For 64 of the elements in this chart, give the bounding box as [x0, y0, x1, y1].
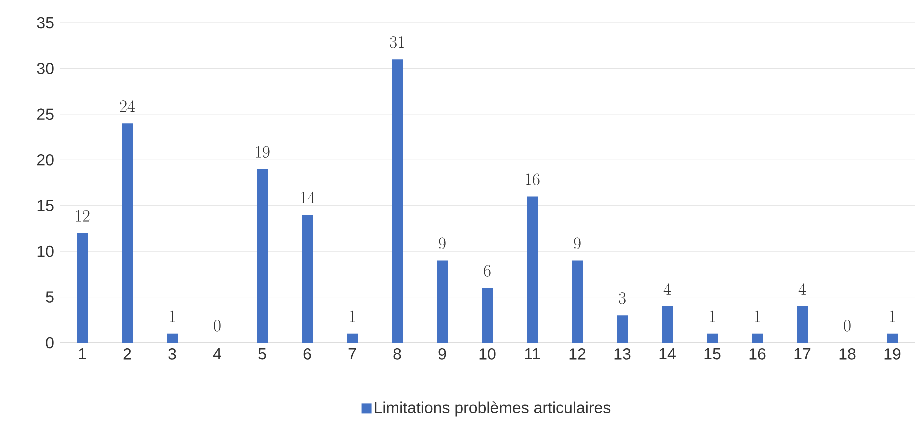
x-tick-label: 19	[884, 348, 901, 360]
data-label: 6	[484, 265, 491, 277]
y-tick-label: 20	[37, 154, 54, 166]
x-tick-label: 9	[438, 348, 446, 360]
bar	[797, 306, 808, 343]
y-tick-label: 15	[38, 200, 54, 212]
data-label: 14	[301, 192, 316, 204]
y-tick-label: 0	[46, 337, 54, 349]
bar	[257, 169, 268, 343]
data-label: 4	[798, 283, 806, 295]
data-label: 0	[844, 320, 851, 332]
data-label: 1	[350, 310, 356, 322]
y-tick-label: 25	[37, 108, 54, 120]
x-tick-label: 5	[258, 348, 266, 360]
y-tick-label: 30	[37, 63, 54, 74]
legend-label: Limitations problèmes articulaires	[375, 402, 611, 417]
x-tick-label: 7	[348, 348, 356, 360]
bar	[167, 334, 178, 343]
bar	[122, 124, 134, 343]
y-tick-label: 5	[46, 292, 54, 303]
x-tick-label: 12	[570, 348, 586, 360]
y-tick-label: 10	[38, 246, 54, 258]
bar	[617, 316, 628, 343]
x-tick-label: 16	[750, 348, 766, 360]
data-label: 9	[574, 238, 581, 250]
x-tick-label: 14	[660, 348, 676, 360]
data-label: 19	[256, 146, 270, 158]
bar	[437, 260, 448, 343]
data-label: 1	[890, 310, 896, 322]
data-label: 31	[390, 36, 404, 48]
bar	[482, 288, 494, 343]
bar	[302, 215, 314, 343]
data-label: 9	[439, 238, 446, 250]
bar	[662, 306, 674, 343]
bar	[347, 334, 358, 343]
data-label: 4	[664, 283, 672, 295]
data-label: 3	[619, 292, 626, 304]
data-label: 0	[214, 320, 221, 332]
bar	[707, 334, 718, 343]
data-label: 1	[755, 310, 760, 322]
data-label: 24	[120, 100, 136, 112]
y-tick-label: 35	[37, 17, 54, 29]
x-tick-label: 8	[394, 348, 402, 360]
x-tick-label: 11	[525, 348, 540, 360]
bar	[392, 60, 404, 343]
bar	[77, 233, 88, 343]
x-tick-label: 10	[480, 348, 496, 360]
data-label: 16	[526, 174, 540, 186]
bar	[527, 196, 538, 343]
x-tick-label: 2	[124, 348, 132, 360]
x-tick-label: 3	[168, 348, 176, 360]
data-label: 1	[710, 310, 716, 322]
x-tick-label: 4	[213, 348, 222, 360]
x-tick-label: 17	[794, 348, 811, 360]
data-label: 12	[76, 210, 90, 222]
bar	[752, 334, 764, 343]
data-label: 1	[170, 310, 176, 322]
x-tick-label: 15	[704, 348, 721, 360]
x-tick-label: 18	[840, 348, 856, 360]
x-tick-label: 6	[304, 348, 312, 360]
x-tick-label: 1	[79, 348, 86, 360]
bar	[572, 260, 584, 343]
x-tick-label: 13	[614, 348, 631, 360]
bar	[887, 334, 898, 343]
